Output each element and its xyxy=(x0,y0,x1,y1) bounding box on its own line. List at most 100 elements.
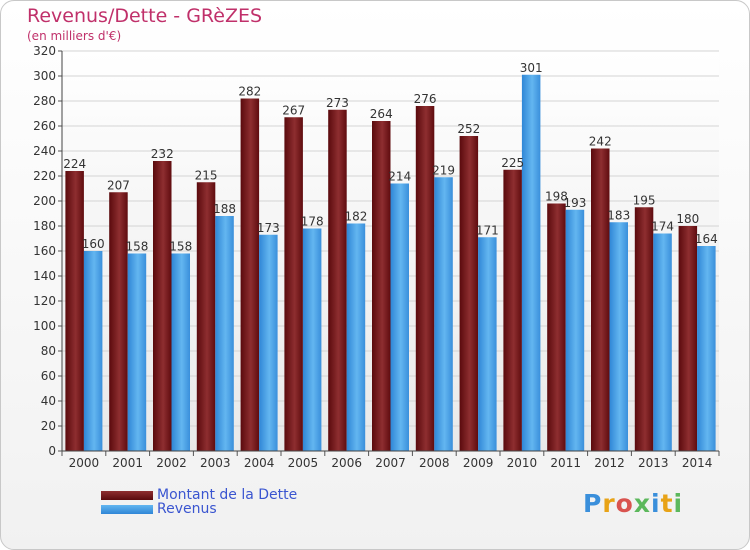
bar-dette xyxy=(109,192,128,451)
bar-dette xyxy=(678,226,698,451)
bar-dette xyxy=(65,171,84,451)
bar-dette xyxy=(372,121,391,451)
x-tick-label: 2013 xyxy=(638,456,669,470)
data-label-revenus: 219 xyxy=(432,163,455,177)
y-tick-label: 0 xyxy=(48,444,56,458)
x-tick-label: 2000 xyxy=(69,456,100,470)
y-tick-label: 60 xyxy=(41,369,56,383)
bar-revenus xyxy=(478,237,497,451)
data-label-dette: 282 xyxy=(238,85,261,99)
legend-swatch-revenus xyxy=(101,504,153,514)
bar-dette xyxy=(196,182,216,451)
bar-revenus xyxy=(302,228,322,451)
data-label-revenus: 171 xyxy=(476,223,499,237)
bar-dette xyxy=(240,98,260,451)
y-tick-label: 20 xyxy=(41,419,56,433)
x-tick-label: 2004 xyxy=(244,456,275,470)
data-label-dette: 232 xyxy=(151,147,174,161)
y-tick-label: 100 xyxy=(33,319,56,333)
bar-revenus xyxy=(390,183,409,451)
x-tick-label: 2003 xyxy=(200,456,231,470)
y-tick-label: 120 xyxy=(33,294,56,308)
data-label-revenus: 182 xyxy=(344,210,367,224)
x-tick-label: 2011 xyxy=(550,456,581,470)
data-label-dette: 276 xyxy=(414,92,437,106)
data-label-dette: 207 xyxy=(107,178,130,192)
y-tick-label: 300 xyxy=(33,69,56,83)
data-label-revenus: 173 xyxy=(257,221,280,235)
y-tick-label: 220 xyxy=(33,169,56,183)
data-label-revenus: 174 xyxy=(651,220,674,234)
chart-title: Revenus/Dette - GRèZES xyxy=(27,5,263,27)
y-tick-label: 200 xyxy=(33,194,56,208)
y-tick-label: 320 xyxy=(33,44,56,58)
bar-dette xyxy=(591,148,610,451)
y-tick-label: 140 xyxy=(33,269,56,283)
y-axis: 0 20 40 60 80 100 120 140 160 180 200 220 240 260 280 3… xyxy=(33,44,63,458)
legend-label-revenus: Revenus xyxy=(157,501,217,517)
bar-dette xyxy=(503,169,522,451)
data-label-dette: 180 xyxy=(676,212,699,226)
chart-subtitle: (en milliers d'€) xyxy=(27,29,122,43)
x-tick-label: 2008 xyxy=(419,456,450,470)
legend-label-dette: Montant de la Dette xyxy=(157,487,298,503)
bar-revenus xyxy=(127,253,147,451)
bar-revenus xyxy=(521,74,541,451)
x-axis: 2000 2001 2002 2003 2004 2005 2006 2007 2008 2009… xyxy=(61,450,720,470)
y-tick-label: 80 xyxy=(41,344,56,358)
y-tick-label: 40 xyxy=(41,394,56,408)
bar-dette xyxy=(328,109,347,451)
x-tick-label: 2014 xyxy=(682,456,713,470)
data-label-dette: 267 xyxy=(282,103,305,117)
bar-revenus xyxy=(215,216,234,451)
x-tick-label: 2009 xyxy=(463,456,494,470)
data-label-revenus: 164 xyxy=(695,232,718,246)
data-label-revenus: 178 xyxy=(301,215,324,229)
data-label-revenus: 301 xyxy=(520,61,543,75)
bar-dette xyxy=(153,161,172,451)
bar-revenus xyxy=(565,209,585,451)
data-label-dette: 252 xyxy=(457,122,480,136)
bar-revenus xyxy=(259,234,278,451)
x-tick-label: 2012 xyxy=(594,456,625,470)
data-label-dette: 273 xyxy=(326,96,349,110)
legend-item-dette: Montant de la Dette xyxy=(101,487,297,503)
bar-revenus xyxy=(697,246,716,451)
bar-dette xyxy=(634,207,654,451)
x-tick-label: 2001 xyxy=(112,456,143,470)
data-label-revenus: 158 xyxy=(169,240,192,254)
bar-revenus xyxy=(171,253,190,451)
data-label-revenus: 183 xyxy=(607,208,630,222)
proxiti-logo: Proxiti xyxy=(583,489,684,518)
legend-swatch-dette xyxy=(101,490,153,500)
data-label-revenus: 193 xyxy=(563,196,586,210)
data-label-dette: 264 xyxy=(370,107,393,121)
bar-revenus xyxy=(609,222,628,451)
data-label-revenus: 214 xyxy=(388,170,411,184)
data-label-revenus: 188 xyxy=(213,202,236,216)
bar-revenus xyxy=(653,233,672,451)
x-tick-label: 2010 xyxy=(507,456,538,470)
x-tick-label: 2005 xyxy=(288,456,319,470)
bar-revenus xyxy=(346,223,366,451)
y-tick-label: 260 xyxy=(33,119,56,133)
bar-revenus xyxy=(83,251,103,451)
data-label-dette: 225 xyxy=(501,156,524,170)
bar-dette xyxy=(284,117,303,451)
x-tick-label: 2007 xyxy=(375,456,406,470)
data-labels: 224 160 207 158 232 158 215 188 282 173 267 178 273 1… xyxy=(63,61,718,254)
data-label-dette: 215 xyxy=(195,168,218,182)
data-label-dette: 195 xyxy=(633,193,656,207)
data-label-revenus: 160 xyxy=(82,237,105,251)
x-tick-label: 2002 xyxy=(156,456,187,470)
y-tick-label: 240 xyxy=(33,144,56,158)
data-label-dette: 224 xyxy=(63,157,86,171)
data-label-dette: 198 xyxy=(545,190,568,204)
bar-revenus xyxy=(434,177,453,451)
bar-dette xyxy=(459,136,479,451)
y-tick-label: 280 xyxy=(33,94,56,108)
x-tick-label: 2006 xyxy=(331,456,362,470)
bar-dette xyxy=(415,106,435,451)
